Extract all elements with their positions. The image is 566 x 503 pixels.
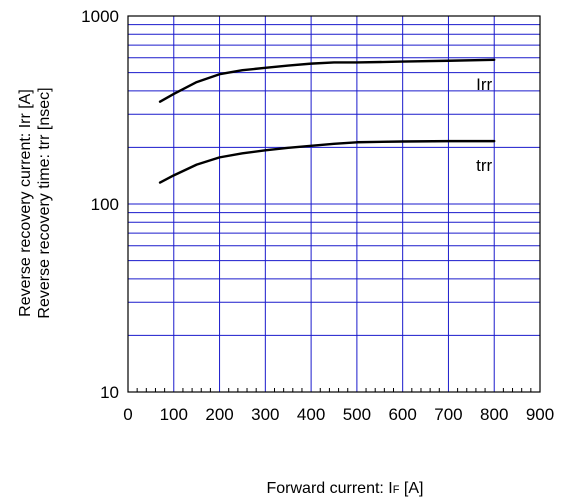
x-tick-label: 700 xyxy=(434,405,462,424)
series-label-irr: Irr xyxy=(476,75,492,94)
x-tick-label: 100 xyxy=(160,405,188,424)
y-tick-label: 1000 xyxy=(81,7,119,26)
x-tick-label: 900 xyxy=(526,405,554,424)
plot-frame xyxy=(127,15,541,393)
x-tick-label: 500 xyxy=(343,405,371,424)
y-tick-labels: 10 100 1000 xyxy=(81,7,119,402)
x-tick-label: 600 xyxy=(388,405,416,424)
series-line-trr xyxy=(158,139,496,184)
x-axis-label-subscript: F xyxy=(393,484,400,496)
x-tick-label: 400 xyxy=(297,405,325,424)
series-line-irr xyxy=(158,58,496,103)
x-axis-label: Forward current: IF [A] xyxy=(266,480,423,497)
x-axis-label-main: Forward current: I xyxy=(266,480,392,497)
x-tick-labels: 0 100 200 300 400 500 600 700 800 900 xyxy=(123,405,554,424)
x-tick-label: 0 xyxy=(123,405,132,424)
y-tick-label: 100 xyxy=(91,195,119,214)
grid-layer xyxy=(128,16,540,392)
x-tick-label: 200 xyxy=(205,405,233,424)
x-tick-label: 300 xyxy=(251,405,279,424)
series-label-trr: trr xyxy=(476,156,492,175)
y-axis-label-time: Reverse recovery time: trr [nsec] xyxy=(36,87,53,318)
series-layer: Irr trr xyxy=(158,58,496,184)
x-axis-label-unit: [A] xyxy=(399,480,423,497)
minor-ticks xyxy=(136,388,532,392)
y-tick-label: 10 xyxy=(100,383,119,402)
y-axis-label-current: Reverse recovery current: Irr [A] xyxy=(17,89,34,317)
x-tick-label: 800 xyxy=(480,405,508,424)
